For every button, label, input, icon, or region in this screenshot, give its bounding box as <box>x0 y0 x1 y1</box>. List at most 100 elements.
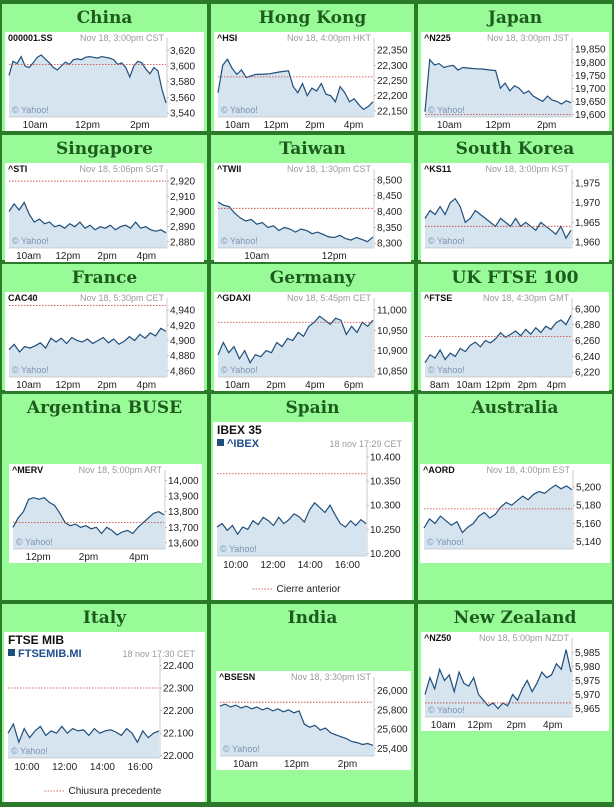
y-tick-label: 8,450 <box>377 191 402 202</box>
chart-singapore[interactable]: 2,920 2,910 2,900 2,890 2,880 10am 12pm 2pm 4pm ^… <box>5 163 204 262</box>
chart-new-zealand[interactable]: 5,985 5,980 5,975 5,970 5,965 10am 12pm 2pm 4pm ^… <box>421 632 609 731</box>
chart-hong-kong[interactable]: 22,350 22,300 22,250 22,200 22,150 10am 12pm 2p… <box>214 32 411 131</box>
chart-svg: 5,200 5,180 5,160 5,140 ^AORD Nov 18, 4:00pm … <box>423 465 601 550</box>
chart-svg: 11,000 10,950 10,900 10,850 10am 2pm 4pm 6pm ^GD… <box>217 293 408 391</box>
price-area <box>218 316 373 377</box>
yahoo-watermark: © Yahoo! <box>11 746 48 756</box>
yahoo-watermark: © Yahoo! <box>12 236 49 246</box>
x-tick-label: 12pm <box>284 759 309 770</box>
y-tick-label: 22,150 <box>377 106 408 117</box>
yahoo-watermark: © Yahoo! <box>427 537 464 547</box>
y-tick-label: 25,800 <box>377 705 408 716</box>
x-tick-label: 12pm <box>55 251 80 262</box>
chart-australia[interactable]: 5,200 5,180 5,160 5,140 ^AORD Nov 18, 4:00pm … <box>420 464 610 563</box>
chart-timestamp: Nov 18, 5:30pm CET <box>80 293 165 303</box>
cell-spain: Spain 10.400 10.350 10.300 10.250 10.200 10:00… <box>210 393 415 601</box>
chart-taiwan[interactable]: 8,500 8,450 8,400 8,350 8,300 10am 12pm ^TWII No… <box>214 163 411 262</box>
chart-japan[interactable]: 19,850 19,800 19,750 19,700 19,650 19,600 10am… <box>421 32 609 131</box>
x-tick-label: 14:00 <box>298 560 323 571</box>
cell-japan: Japan 19,850 19,800 19,750 19,700 19,650 19,60… <box>417 3 613 132</box>
x-tick-label: 12pm <box>322 251 347 262</box>
chart-svg: 19,850 19,800 19,750 19,700 19,650 19,600 10am… <box>424 33 606 131</box>
chart-argentina-buse[interactable]: 14,000 13,900 13,800 13,700 13,600 12pm 2pm 4pm… <box>9 464 202 563</box>
price-line <box>219 703 374 746</box>
region-title: India <box>287 608 338 628</box>
chart-china[interactable]: 3,620 3,600 3,580 3,560 3,540 10am 12pm 2pm 0000… <box>5 32 204 131</box>
chart-spain[interactable]: 10.400 10.350 10.300 10.250 10.200 10:00 12:00… <box>213 422 412 600</box>
y-tick-label: 13,600 <box>168 538 199 549</box>
y-tick-label: 4,880 <box>170 351 195 362</box>
x-tick-label: 10am <box>244 251 269 262</box>
y-tick-label: 10,900 <box>377 346 408 357</box>
x-tick-label: 8am <box>430 380 449 391</box>
x-tick-label: 4pm <box>137 380 156 391</box>
y-tick-label: 1,960 <box>575 238 600 249</box>
cell-italy: Italy 22.400 22.300 22.200 22.100 22.000 10:00… <box>1 603 208 803</box>
y-tick-label: 19,600 <box>575 110 606 121</box>
chart-france[interactable]: 4,940 4,920 4,900 4,880 4,860 10am 12pm 2pm 4pm C… <box>5 292 204 391</box>
series-symbol: ^NZ50 <box>424 633 451 643</box>
price-line <box>424 58 572 112</box>
x-tick-label: 10am <box>23 120 48 131</box>
series-symbol: ^BSESN <box>219 672 255 682</box>
series-symbol: CAC40 <box>8 293 38 303</box>
price-line <box>8 54 167 104</box>
x-tick-label: 10am <box>225 380 250 391</box>
cell-australia: Australia 5,200 5,180 5,160 5,140 ^AORD Nov 18… <box>417 393 613 601</box>
series-symbol: ^KS11 <box>424 164 451 174</box>
chart-germany[interactable]: 11,000 10,950 10,900 10,850 10am 2pm 4pm 6pm ^GD… <box>214 292 411 391</box>
y-tick-label: 4,900 <box>170 336 195 347</box>
x-tick-label: 12pm <box>55 380 80 391</box>
x-tick-label: 10am <box>431 720 456 731</box>
legend-label: Chiusura precedente <box>69 786 162 797</box>
price-line <box>8 201 167 234</box>
chart-svg: 10.400 10.350 10.300 10.250 10.200 10:00 12:00… <box>216 423 403 595</box>
x-tick-label: 4pm <box>344 120 363 131</box>
x-tick-label: 12pm <box>485 120 510 131</box>
yahoo-watermark: © Yahoo! <box>428 365 465 375</box>
y-tick-label: 10.300 <box>370 501 401 512</box>
x-tick-label: 2pm <box>97 380 116 391</box>
chart-timestamp: Nov 18, 4:00pm HKT <box>287 33 372 43</box>
series-swatch <box>217 439 224 446</box>
yahoo-watermark: © Yahoo! <box>223 744 260 754</box>
cell-argentina-buse: Argentina BUSE 14,000 13,900 13,800 13,700 13… <box>1 393 208 601</box>
price-area <box>8 724 159 758</box>
chart-south-korea[interactable]: 1,975 1,970 1,965 1,960 ^KS11 Nov 18, 3:00pm … <box>421 163 609 262</box>
region-title: France <box>71 268 138 288</box>
x-tick-label: 16:00 <box>335 560 360 571</box>
y-tick-label: 26,000 <box>377 686 408 697</box>
x-tick-label: 16:00 <box>128 762 153 773</box>
chart-uk-ftse-100[interactable]: 6,300 6,280 6,260 6,240 6,220 8am 10am 12pm 2pm 4… <box>421 292 609 391</box>
price-line <box>7 722 160 745</box>
x-tick-label: 10am <box>225 120 250 131</box>
chart-timestamp: Nov 18, 3:00pm KST <box>485 164 569 174</box>
y-tick-label: 5,200 <box>576 482 601 493</box>
chart-timestamp: Nov 18, 5:06pm SGT <box>79 164 164 174</box>
chart-svg: 22,350 22,300 22,250 22,200 22,150 10am 12pm 2p… <box>217 33 408 131</box>
x-tick-label: 10:00 <box>223 560 248 571</box>
y-tick-label: 19,850 <box>575 45 606 56</box>
y-tick-label: 5,140 <box>576 537 601 548</box>
series-symbol: ^STI <box>8 164 27 174</box>
cell-south-korea: South Korea 1,975 1,970 1,965 1,960 ^KS11 Nov … <box>417 134 613 262</box>
y-tick-label: 22.000 <box>163 751 194 762</box>
chart-timestamp: Nov 18, 3:00pm CST <box>80 33 165 43</box>
y-tick-label: 13,900 <box>168 492 199 503</box>
x-tick-label: 2pm <box>79 552 98 563</box>
legend-label: Cierre anterior <box>277 584 342 595</box>
x-tick-label: 4pm <box>129 552 148 563</box>
chart-svg: 4,940 4,920 4,900 4,880 4,860 10am 12pm 2pm 4pm C… <box>8 293 195 391</box>
x-tick-label: 12:00 <box>260 560 285 571</box>
x-tick-label: 12pm <box>75 120 100 131</box>
cell-new-zealand: New Zealand 5,985 5,980 5,975 5,970 5,965 10am… <box>417 603 613 803</box>
x-tick-label: 12pm <box>467 720 492 731</box>
y-tick-label: 3,600 <box>170 61 195 72</box>
chart-india[interactable]: 26,000 25,800 25,600 25,400 10am 12pm 2pm ^BSES… <box>216 671 411 770</box>
chart-timestamp: Nov 18, 5:00pm ART <box>79 465 163 475</box>
price-line <box>217 315 374 365</box>
region-title: New Zealand <box>453 608 577 628</box>
cell-france: France 4,940 4,920 4,900 4,880 4,860 10am 12pm 2… <box>1 263 208 391</box>
chart-italy[interactable]: 22.400 22.300 22.200 22.100 22.000 10:00 12:00… <box>4 632 205 802</box>
y-tick-label: 22.300 <box>163 683 194 694</box>
